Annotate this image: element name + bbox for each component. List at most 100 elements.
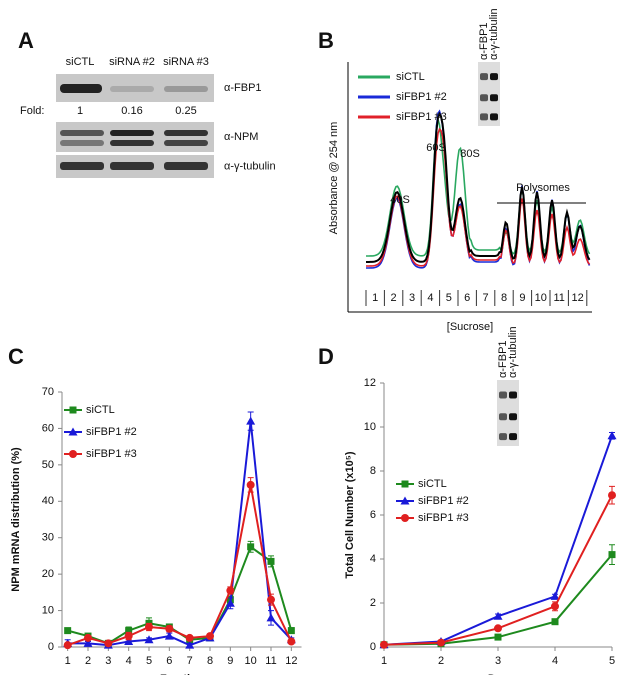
band bbox=[164, 86, 208, 92]
legend-label: siCTL bbox=[396, 71, 425, 83]
legend-marker bbox=[68, 427, 78, 436]
point bbox=[380, 640, 388, 649]
x-tick-label: 2 bbox=[85, 655, 91, 667]
band bbox=[499, 433, 507, 441]
row-label: α-NPM bbox=[224, 131, 258, 143]
fold-value: 1 bbox=[77, 105, 83, 117]
fold-value: 0.16 bbox=[121, 105, 142, 117]
band bbox=[509, 433, 517, 441]
y-axis-label: Total Cell Number (x10⁵) bbox=[344, 451, 356, 579]
point bbox=[84, 633, 92, 642]
trace bbox=[366, 111, 591, 263]
y-axis-label: NPM mRNA distribution (%) bbox=[10, 447, 22, 592]
legend-label: siFBP1 #2 bbox=[396, 91, 447, 103]
y-tick-label: 20 bbox=[42, 568, 54, 580]
point bbox=[608, 551, 616, 559]
point bbox=[494, 624, 502, 633]
fold-value: 0.25 bbox=[175, 105, 196, 117]
legend-marker bbox=[400, 496, 410, 505]
fraction-label: 5 bbox=[446, 292, 452, 304]
x-tick-label: 6 bbox=[166, 655, 172, 667]
row-label: α-FBP1 bbox=[224, 82, 262, 94]
legend-label: siFBP1 #2 bbox=[418, 495, 469, 507]
fraction-label: 8 bbox=[501, 292, 507, 304]
fraction-label: 4 bbox=[427, 292, 433, 304]
x-tick-label: 5 bbox=[146, 655, 152, 667]
panel-label: A bbox=[18, 28, 34, 53]
point bbox=[124, 637, 134, 646]
y-tick-label: 70 bbox=[42, 386, 54, 398]
point bbox=[267, 595, 275, 604]
fraction-label: 6 bbox=[464, 292, 470, 304]
y-axis-label: Absorbance @ 254 nm bbox=[328, 122, 340, 235]
fold-label: Fold: bbox=[20, 105, 44, 117]
point bbox=[437, 638, 445, 647]
point bbox=[494, 633, 502, 641]
point bbox=[226, 586, 235, 595]
band bbox=[60, 140, 104, 146]
band bbox=[60, 162, 104, 170]
point bbox=[145, 622, 153, 631]
fraction-label: 11 bbox=[553, 292, 564, 304]
band bbox=[60, 130, 104, 136]
legend-marker bbox=[69, 450, 77, 458]
lane-label: siRNA #2 bbox=[109, 56, 155, 68]
x-tick-label: 11 bbox=[265, 655, 276, 667]
x-tick-label: 7 bbox=[187, 655, 193, 667]
fraction-label: 3 bbox=[409, 292, 415, 304]
y-tick-label: 2 bbox=[370, 597, 376, 609]
band bbox=[164, 130, 208, 136]
y-tick-label: 8 bbox=[370, 465, 376, 477]
point bbox=[493, 611, 503, 620]
y-tick-label: 60 bbox=[42, 422, 54, 434]
panel-label: B bbox=[318, 28, 334, 53]
point bbox=[266, 613, 276, 622]
x-tick-label: 9 bbox=[227, 655, 233, 667]
point bbox=[225, 598, 235, 607]
inset-label: α-FBP1 bbox=[497, 340, 509, 378]
band bbox=[164, 162, 208, 170]
x-tick-label: 1 bbox=[381, 655, 387, 667]
legend-marker bbox=[401, 480, 409, 488]
x-tick-label: 3 bbox=[105, 655, 111, 667]
y-tick-label: 50 bbox=[42, 459, 54, 471]
lane-label: siCTL bbox=[66, 56, 95, 68]
point bbox=[185, 633, 194, 642]
band bbox=[480, 113, 488, 121]
x-tick-label: 8 bbox=[207, 655, 213, 667]
point bbox=[83, 638, 93, 647]
peak-label: 80S bbox=[460, 148, 480, 160]
band bbox=[499, 413, 507, 421]
band bbox=[60, 84, 102, 93]
band bbox=[509, 413, 517, 421]
point bbox=[206, 632, 214, 641]
y-tick-label: 10 bbox=[364, 421, 376, 433]
band bbox=[490, 94, 498, 102]
x-tick-label: 5 bbox=[609, 655, 615, 667]
point bbox=[247, 543, 255, 551]
fraction-label: 1 bbox=[372, 292, 378, 304]
panel-label: C bbox=[8, 344, 24, 369]
x-tick-label: 4 bbox=[126, 655, 132, 667]
y-tick-label: 30 bbox=[42, 532, 54, 544]
y-tick-label: 10 bbox=[42, 604, 54, 616]
point bbox=[165, 624, 174, 633]
x-tick-label: 10 bbox=[245, 655, 257, 667]
inset-label: α-γ-tubulin bbox=[507, 326, 519, 378]
point bbox=[104, 639, 113, 648]
inset-label: α-γ-tubulin bbox=[488, 8, 500, 60]
legend-label: siFBP1 #3 bbox=[396, 111, 447, 123]
legend-label: siFBP1 #2 bbox=[86, 426, 137, 438]
point bbox=[185, 640, 195, 649]
fraction-label: 12 bbox=[571, 292, 583, 304]
peak-label: 60S bbox=[426, 142, 446, 154]
legend-marker bbox=[69, 406, 77, 414]
band bbox=[110, 140, 154, 146]
fraction-label: 7 bbox=[483, 292, 489, 304]
y-tick-label: 6 bbox=[370, 509, 376, 521]
point bbox=[607, 431, 617, 440]
fraction-label: 2 bbox=[391, 292, 397, 304]
point bbox=[164, 631, 174, 640]
x-tick-label: 1 bbox=[65, 655, 71, 667]
